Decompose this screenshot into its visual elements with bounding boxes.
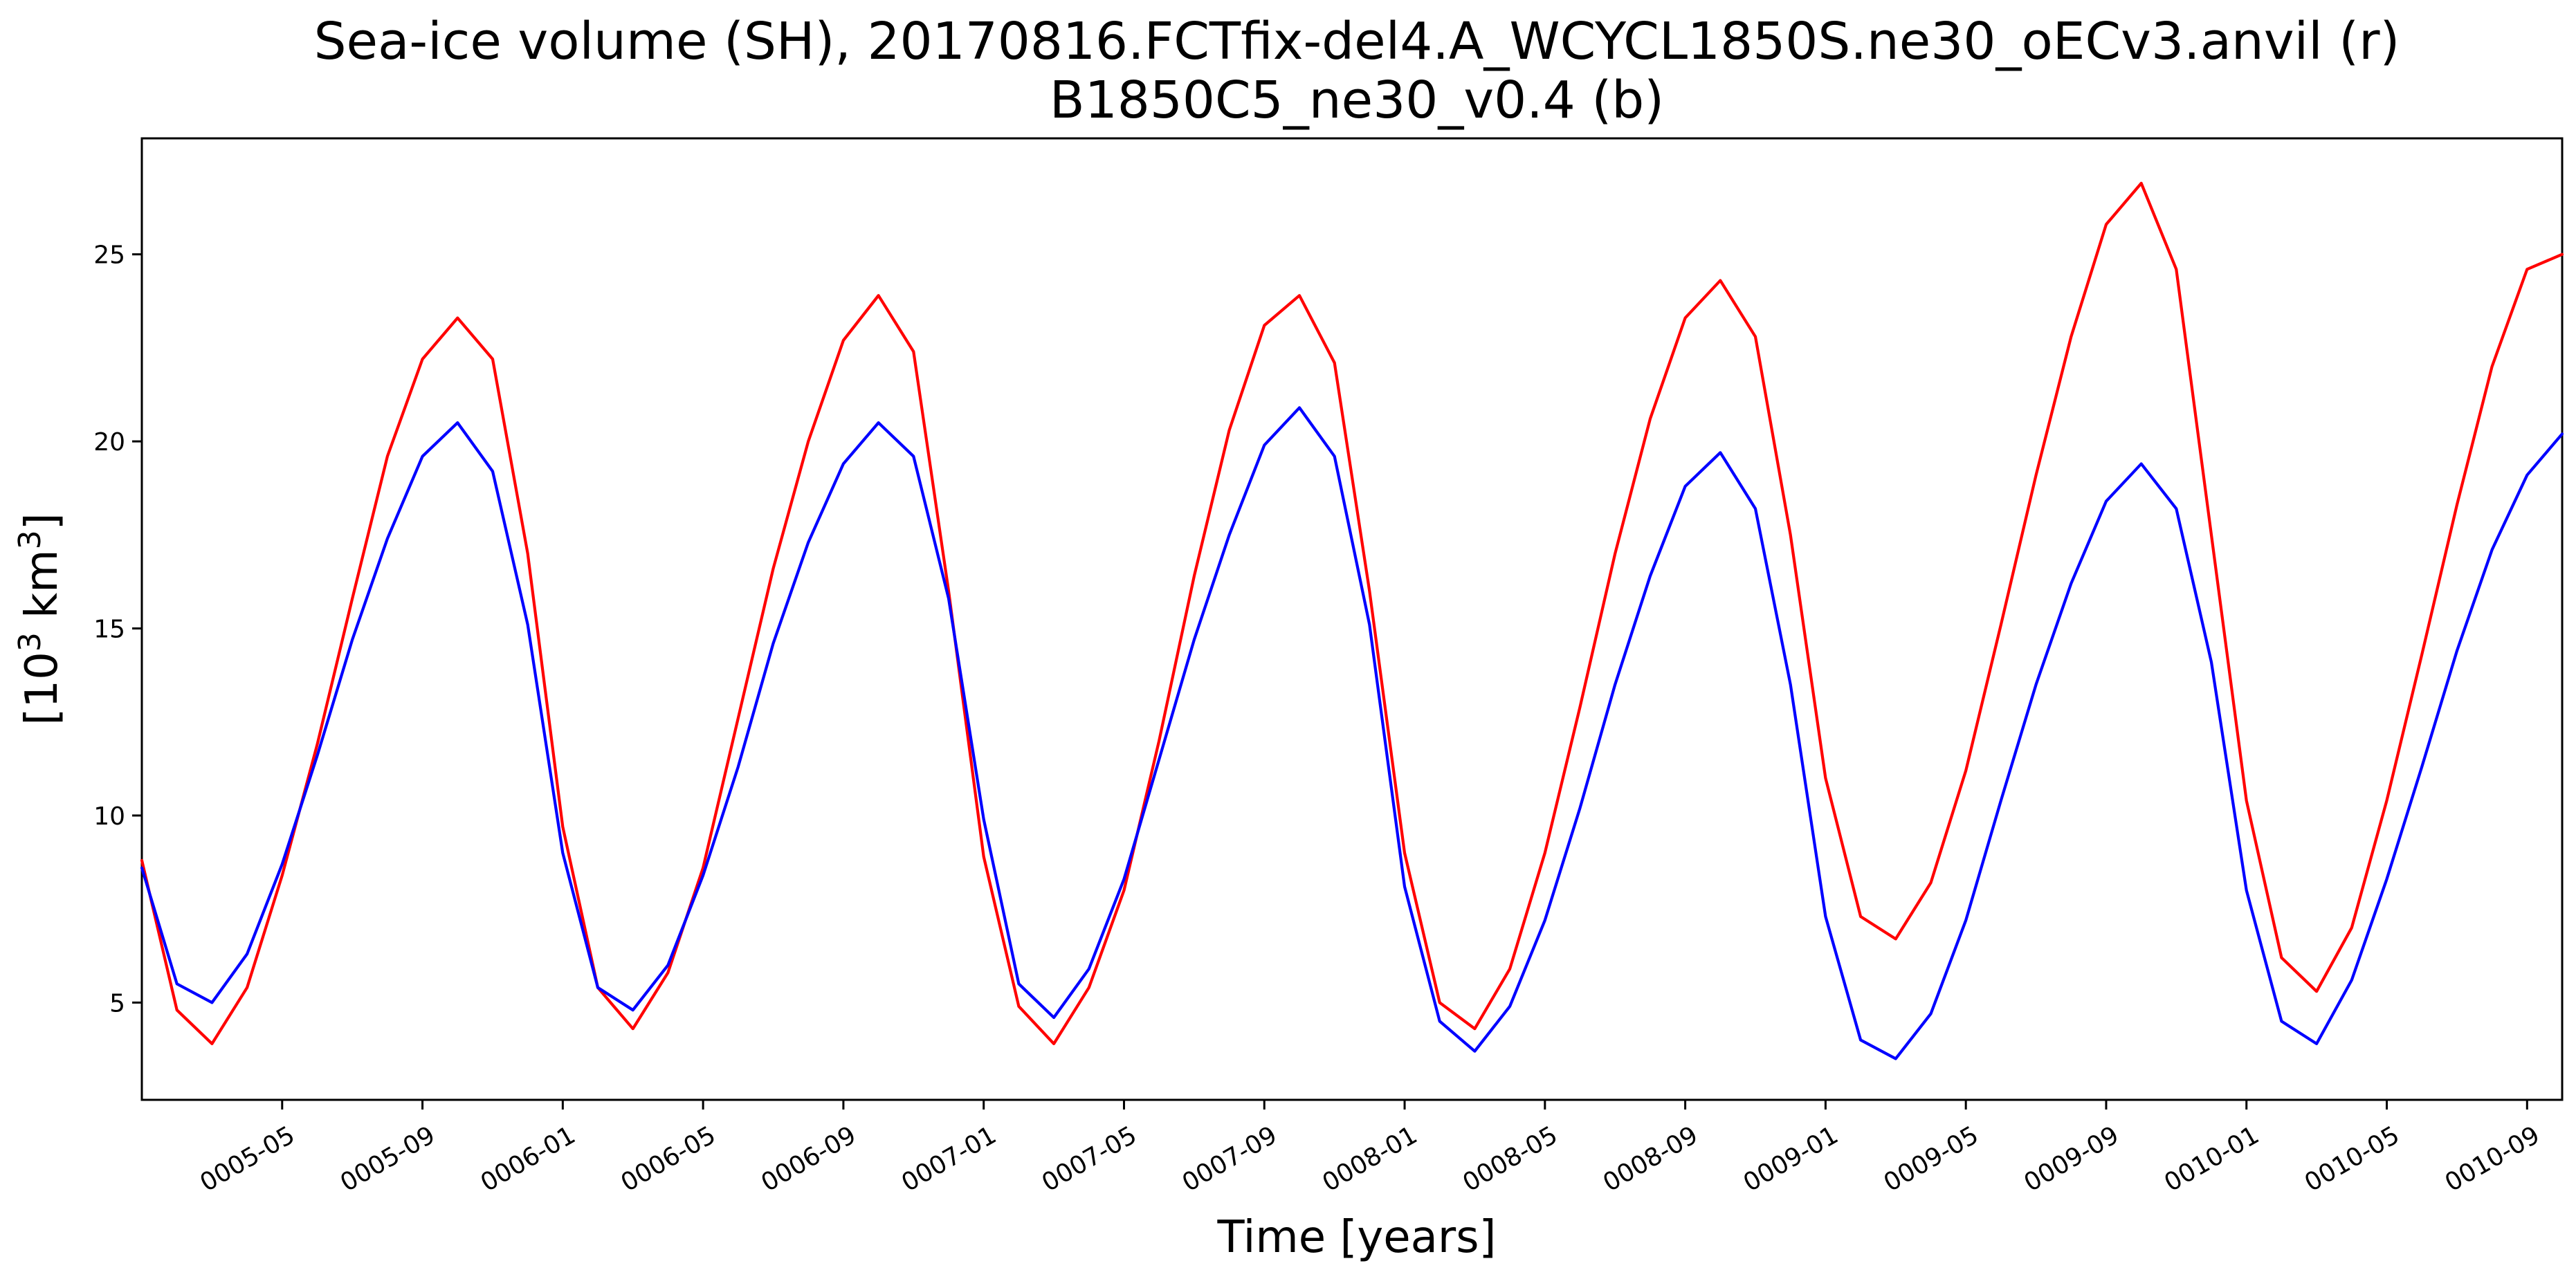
series-line-red	[140, 181, 2564, 1046]
y-axis-label-base: [10	[17, 652, 68, 725]
y-axis-label-exponent-2: 3	[12, 530, 48, 549]
series-group	[140, 181, 2564, 1060]
y-axis-label-unit: km	[17, 549, 68, 632]
y-tick-label: 10	[93, 802, 125, 831]
y-axis-label-end: ]	[17, 513, 68, 530]
y-tick-label: 25	[93, 241, 125, 270]
y-axis: 5 10 15 20 25	[93, 241, 142, 1018]
chart-subtitle: B1850C5_ne30_v0.4 (b)	[1050, 71, 1664, 130]
y-tick-label: 5	[109, 989, 125, 1018]
y-axis-label: [103 km3]	[12, 513, 68, 725]
series-line-blue	[140, 406, 2564, 1060]
x-axis-label: Time [years]	[1216, 1212, 1496, 1263]
chart-title: Sea-ice volume (SH), 20170816.FCTfix-del…	[314, 12, 2400, 71]
plot-frame	[140, 137, 2564, 1101]
y-tick-label: 20	[93, 428, 125, 457]
y-axis-label-exponent-1: 3	[12, 632, 48, 652]
y-tick-label: 15	[93, 616, 125, 644]
